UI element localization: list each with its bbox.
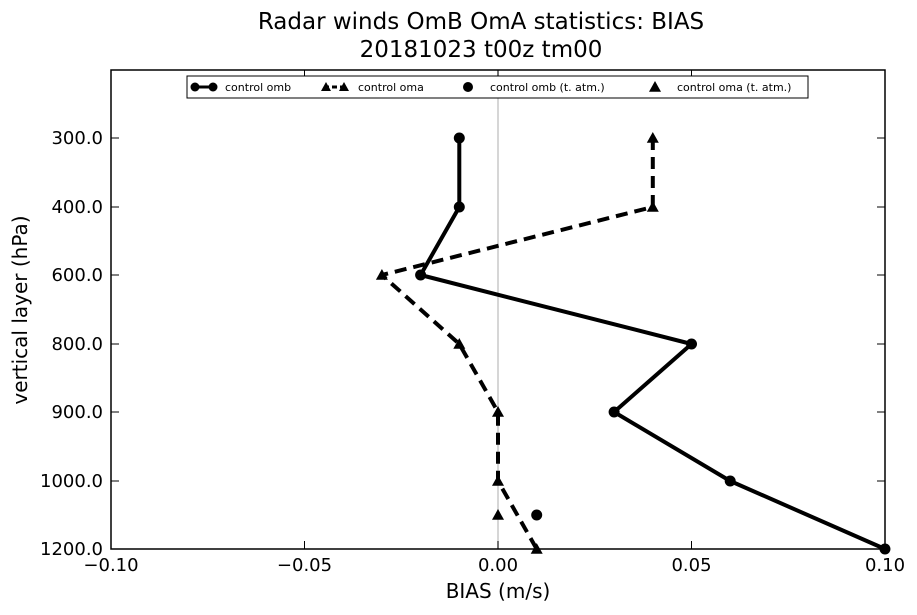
data-point-triangle <box>646 201 659 212</box>
data-point-triangle <box>646 132 659 143</box>
data-point-circle <box>415 269 427 281</box>
y-tick-label: 900.0 <box>51 402 103 423</box>
legend-marker <box>190 82 200 92</box>
chart-title: Radar winds OmB OmA statistics: BIAS <box>258 9 704 35</box>
x-tick-label: −0.10 <box>83 555 138 576</box>
x-tick-label: 0.00 <box>478 555 518 576</box>
data-point-triangle <box>375 269 388 280</box>
data-point-triangle <box>492 475 504 486</box>
data-point-triangle <box>492 406 504 417</box>
series-line-1 <box>379 138 655 550</box>
axes-frame: −0.10 −0.05 0.00 0.05 0.10 300.0 400.0 600.0 800… <box>40 69 905 576</box>
y-tick-label: 1200.0 <box>40 539 103 560</box>
legend-marker <box>321 82 331 91</box>
legend-box <box>186 75 809 99</box>
legend-marker <box>208 82 218 92</box>
legend: control omb control oma control omb (t. at… <box>186 75 809 99</box>
x-tick-label: 0.10 <box>865 555 905 576</box>
legend-label: control oma (t. atm.) <box>677 81 791 94</box>
y-tick-label: 300.0 <box>51 128 103 149</box>
data-point-circle <box>531 509 543 521</box>
x-tick-label: −0.05 <box>277 555 332 576</box>
y-axis-label: vertical layer (hPa) <box>8 215 32 404</box>
legend-label: control omb <box>225 81 291 94</box>
legend-marker <box>339 82 349 91</box>
data-point-triangle <box>492 509 504 520</box>
x-axis-label: BIAS (m/s) <box>446 579 551 603</box>
y-tick-label: 800.0 <box>51 334 103 355</box>
data-point-circle <box>453 132 465 144</box>
data-point-circle <box>724 475 736 487</box>
legend-marker <box>463 82 473 92</box>
chart-subtitle: 20181023 t00z tm00 <box>360 37 603 63</box>
data-point-circle <box>686 338 697 350</box>
series-layer <box>375 132 891 555</box>
legend-label: control oma <box>358 81 424 94</box>
legend-label: control omb (t. atm.) <box>490 81 605 94</box>
data-point-circle <box>453 201 465 213</box>
y-tick-label: 1000.0 <box>40 471 103 492</box>
y-tick-label: 600.0 <box>51 265 103 286</box>
x-tick-label: 0.05 <box>671 555 711 576</box>
y-tick-label: 400.0 <box>51 197 103 218</box>
data-point-triangle <box>453 338 466 349</box>
data-point-circle <box>608 406 620 418</box>
legend-marker <box>649 81 661 92</box>
